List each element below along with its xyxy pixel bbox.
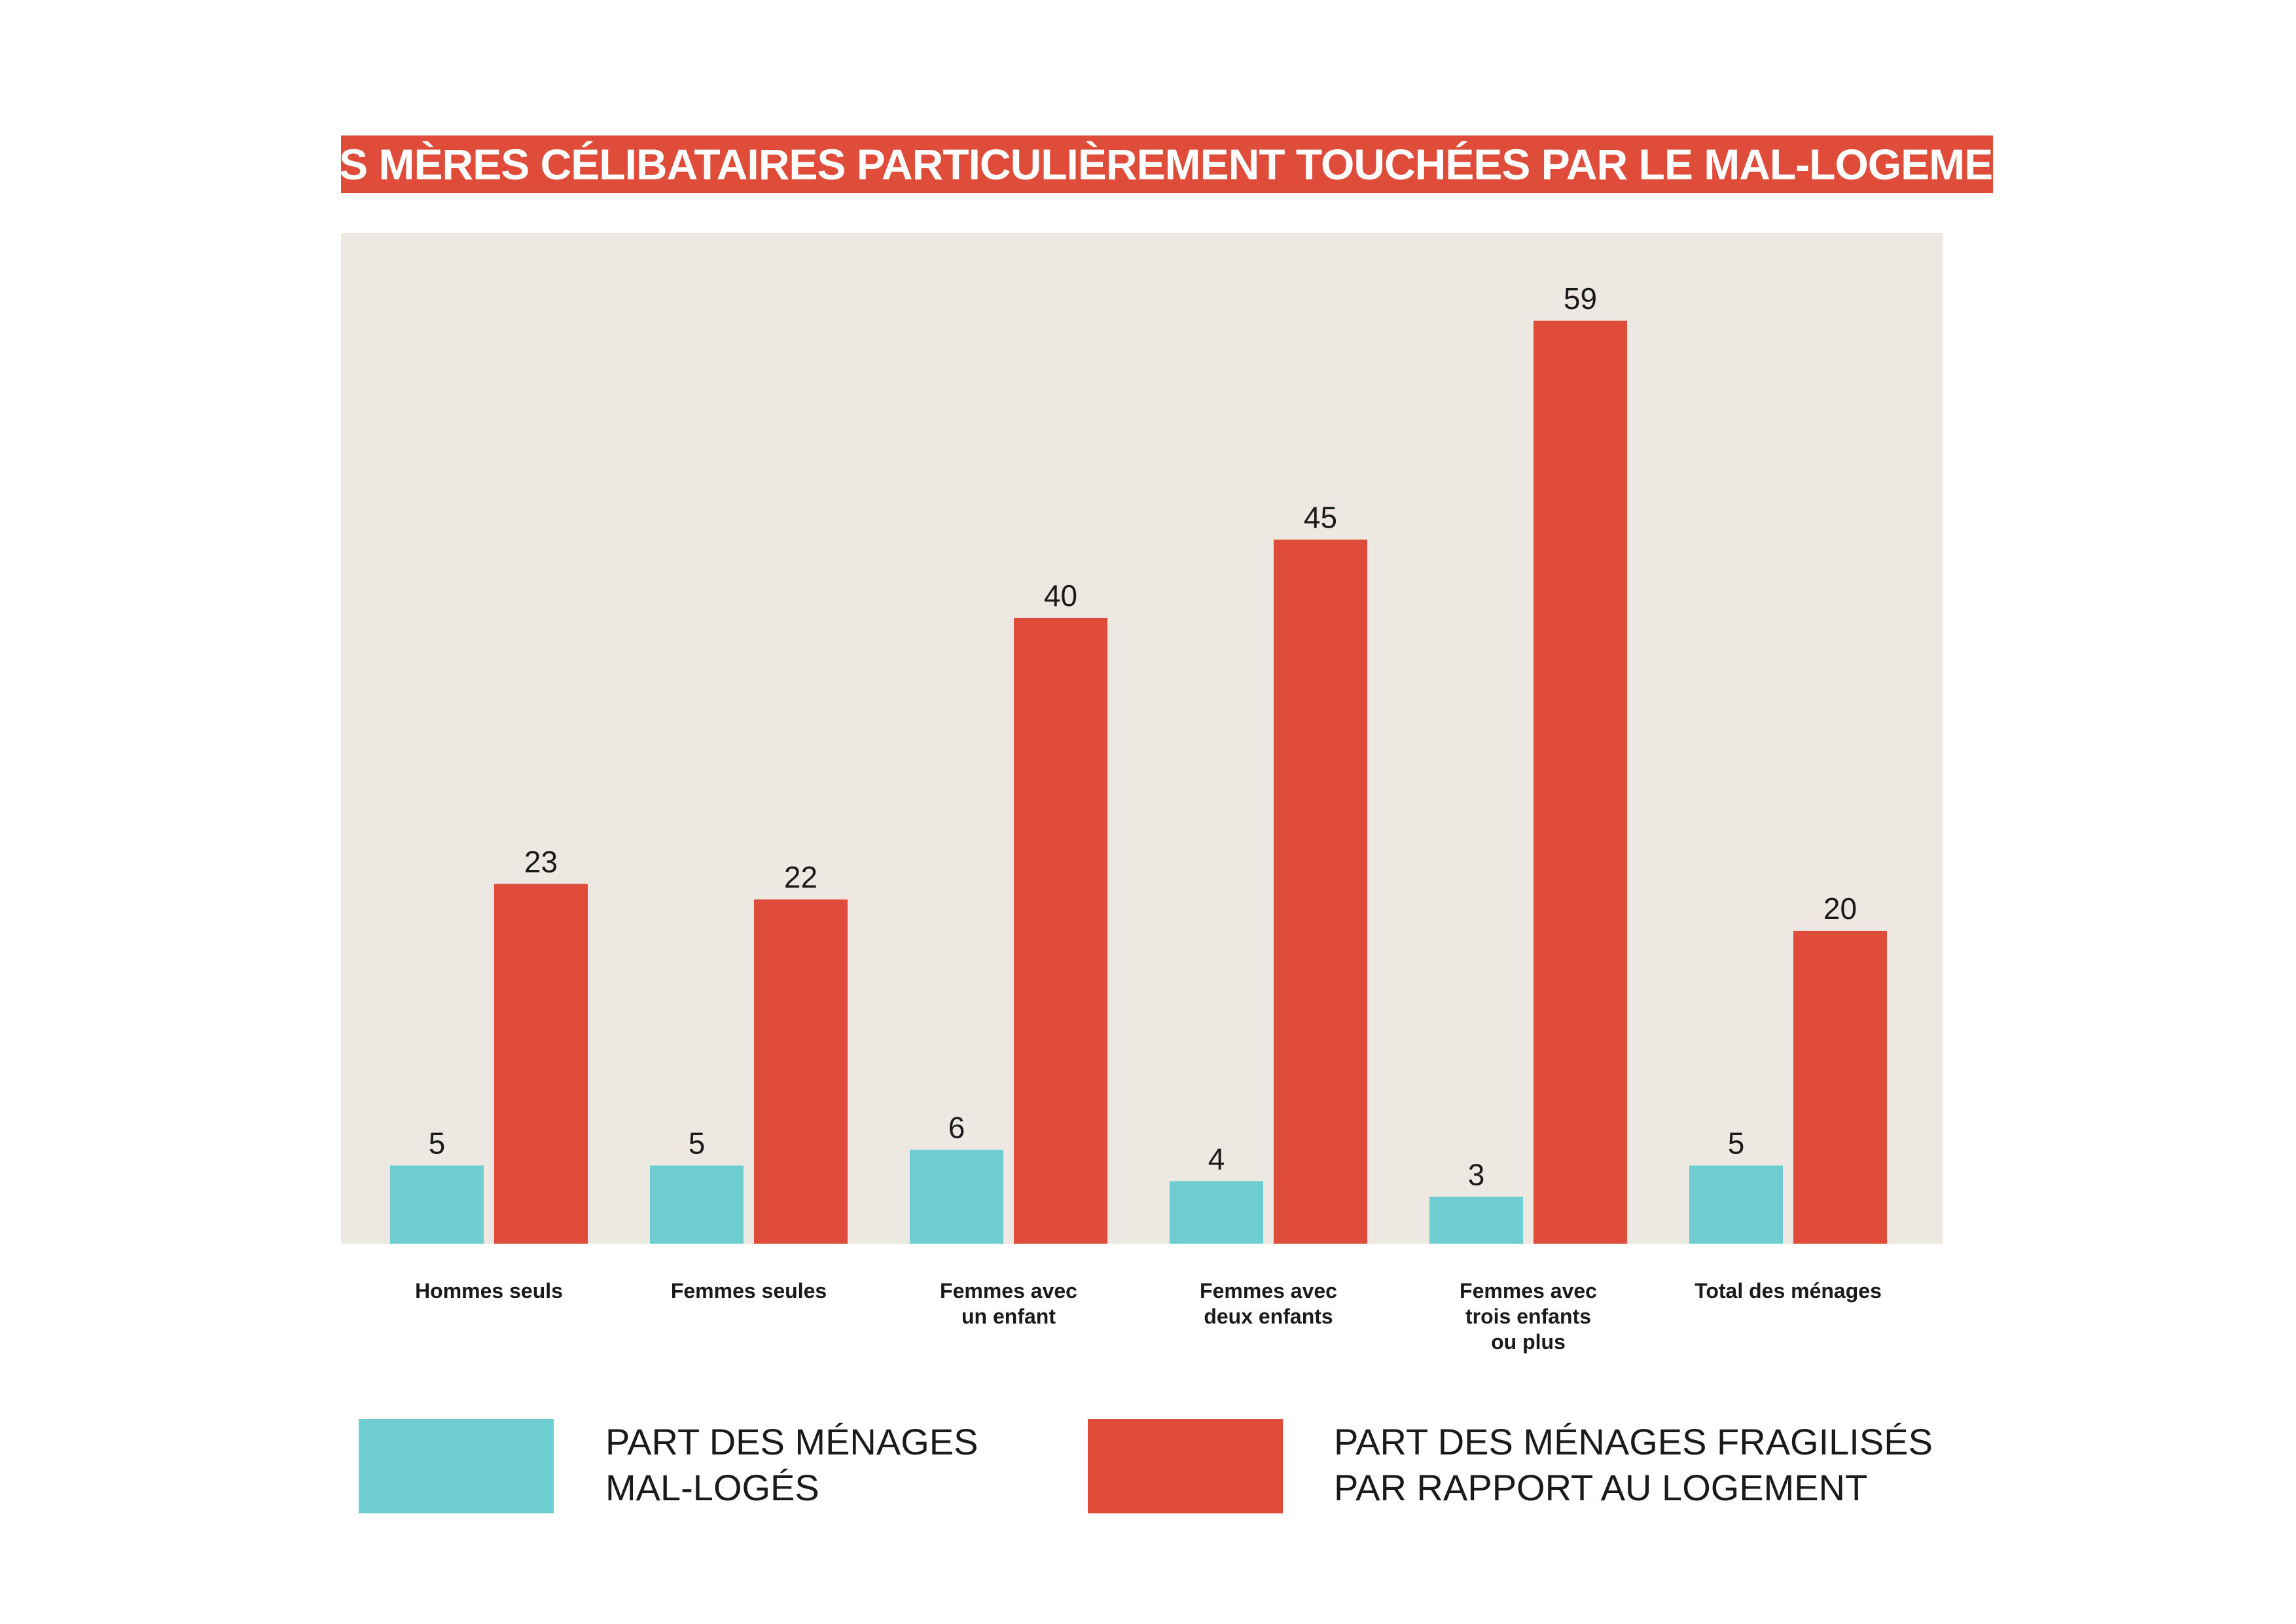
plot-background	[341, 233, 1943, 1244]
value-label-s0-c3: 4	[1208, 1142, 1225, 1176]
value-label-s0-c2: 6	[948, 1111, 965, 1145]
category-label-1: Femmes seules	[671, 1279, 827, 1303]
category-label-3: Femmes avec deux enfants	[1200, 1279, 1337, 1328]
category-label-4: Femmes avec trois enfants ou plus	[1460, 1279, 1597, 1354]
value-label-s1-c4: 59	[1564, 281, 1597, 316]
bar-s0-c2	[910, 1149, 1003, 1244]
bar-s0-c5	[1689, 1165, 1783, 1244]
chart-title-bar: LES MÈRES CÉLIBATAIRES PARTICULIÈREMENT …	[285, 135, 2049, 193]
bar-s0-c1	[650, 1165, 744, 1244]
value-label-s0-c4: 3	[1468, 1157, 1485, 1191]
value-label-s0-c0: 5	[429, 1126, 446, 1160]
bar-s0-c3	[1170, 1181, 1263, 1244]
bar-s1-c3	[1274, 539, 1367, 1244]
bar-s1-c0	[494, 884, 588, 1244]
value-label-s1-c5: 20	[1823, 892, 1857, 926]
value-label-s1-c2: 40	[1044, 579, 1077, 613]
bars-layer	[390, 320, 1887, 1244]
value-label-s1-c0: 23	[524, 844, 558, 878]
bar-s0-c4	[1429, 1197, 1523, 1244]
bar-s1-c2	[1014, 617, 1107, 1244]
legend-label-mal-loges: PART DES MÉNAGES MAL-LOGÉS	[605, 1421, 978, 1508]
category-label-0: Hommes seuls	[415, 1279, 563, 1303]
value-label-s0-c1: 5	[689, 1126, 706, 1160]
bar-s1-c5	[1793, 930, 1887, 1244]
bar-s1-c1	[754, 899, 848, 1244]
value-label-s0-c5: 5	[1728, 1126, 1745, 1160]
value-label-s1-c3: 45	[1304, 500, 1337, 534]
value-label-s1-c1: 22	[784, 860, 817, 894]
legend-swatch-fragilises	[1088, 1419, 1283, 1513]
chart-title: LES MÈRES CÉLIBATAIRES PARTICULIÈREMENT …	[285, 140, 2049, 189]
legend-swatch-mal-loges	[359, 1419, 554, 1513]
legend-label-fragilises: PART DES MÉNAGES FRAGILISÉS PAR RAPPORT …	[1334, 1421, 1933, 1508]
category-label-5: Total des ménages	[1695, 1279, 1882, 1303]
category-label-2: Femmes avec un enfant	[940, 1279, 1077, 1328]
bar-s1-c4	[1534, 320, 1627, 1244]
bar-s0-c0	[390, 1165, 484, 1244]
category-labels-layer: Hommes seuls Femmes seules Femmes avec un e…	[415, 1279, 1882, 1354]
value-labels-layer: 5 23 5 22 6 40 4 45 3 59 5 20	[429, 281, 1857, 1191]
